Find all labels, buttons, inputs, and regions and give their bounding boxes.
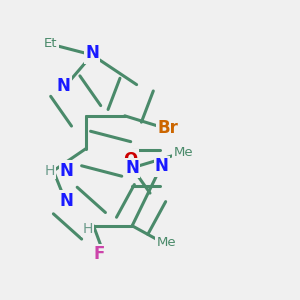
Text: N: N [57,77,71,95]
Text: Et: Et [44,37,57,50]
Text: N: N [60,162,74,180]
Text: N: N [125,159,139,177]
Text: N: N [85,44,99,62]
Text: H: H [45,164,55,178]
Text: N: N [59,191,73,209]
Text: H: H [82,222,93,236]
Text: Me: Me [157,236,176,249]
Text: F: F [94,245,105,263]
Text: O: O [124,151,138,169]
Text: Me: Me [173,146,193,160]
Text: N: N [155,157,169,175]
Text: Br: Br [158,119,178,137]
